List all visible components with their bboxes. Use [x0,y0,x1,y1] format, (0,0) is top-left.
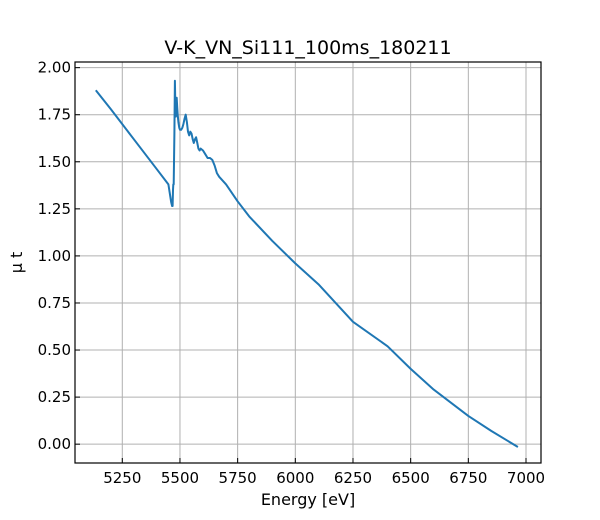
x-tick-label: 6500 [392,469,430,487]
x-axis-label: Energy [eV] [261,490,355,509]
x-tick-label: 6750 [449,469,487,487]
y-tick-label: 1.25 [38,200,71,218]
x-tick-label: 5750 [219,469,257,487]
grid-lines [75,62,541,463]
chart-title: V-K_VN_Si111_100ms_180211 [164,37,451,59]
x-tick-label: 5500 [161,469,199,487]
x-tick-label: 6000 [276,469,314,487]
x-tick-label: 6250 [334,469,372,487]
y-tick-label: 0.50 [38,341,71,359]
x-tick-label: 7000 [507,469,545,487]
y-tick-label: 2.00 [38,59,71,77]
y-tick-label: 1.50 [38,153,71,171]
y-tick-label: 0.75 [38,294,71,312]
series-layer [95,79,519,448]
axis-ticks: 5250 5500 5750 6000 6250 6500 6750 7000 0.00 0.25… [38,59,546,487]
plot-frame [74,61,542,464]
y-tick-label: 0.25 [38,388,71,406]
y-tick-label: 1.75 [38,106,71,124]
y-axis-label: μ t [7,252,26,274]
y-tick-label: 0.00 [38,435,71,453]
y-tick-label: 1.00 [38,247,71,265]
series-line [95,79,519,448]
x-tick-label: 5250 [103,469,141,487]
